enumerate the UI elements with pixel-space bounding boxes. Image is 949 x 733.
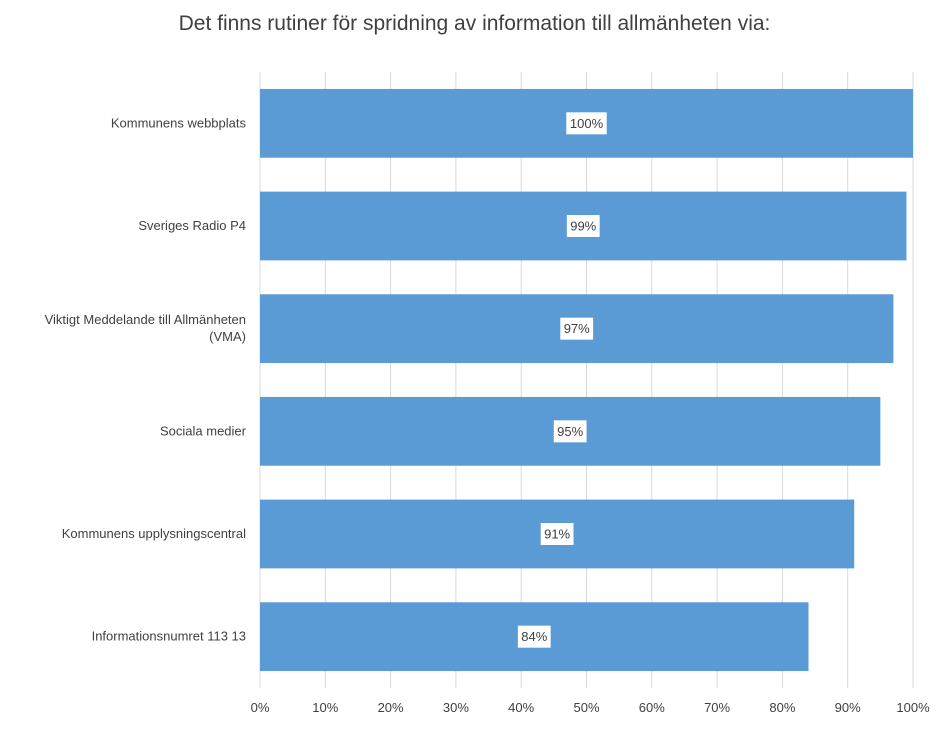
data-label-box — [560, 317, 594, 340]
category-label: Sveriges Radio P4 — [138, 218, 246, 233]
category-label: (VMA) — [209, 329, 246, 344]
x-tick-label: 40% — [508, 700, 534, 715]
data-label-box — [540, 523, 574, 545]
category-label: Sociala medier — [160, 423, 247, 438]
data-label: 99% — [570, 219, 596, 234]
x-tick-label: 20% — [378, 700, 404, 715]
category-label: Kommunens webbplats — [111, 115, 247, 130]
data-label-box — [566, 112, 607, 135]
x-tick-label: 70% — [704, 700, 730, 715]
x-tick-label: 60% — [639, 700, 665, 715]
category-label: Kommunens upplysningscentral — [62, 526, 246, 541]
x-tick-label: 90% — [835, 700, 861, 715]
data-label-box — [566, 215, 600, 237]
data-label: 91% — [544, 527, 570, 542]
data-label-box — [553, 420, 587, 443]
x-tick-label: 80% — [769, 700, 795, 715]
x-tick-label: 10% — [312, 700, 338, 715]
data-label: 100% — [570, 116, 604, 131]
chart-title: Det finns rutiner för spridning av infor… — [178, 12, 771, 35]
x-tick-label: 100% — [896, 700, 930, 715]
x-tick-label: 30% — [443, 700, 469, 715]
x-tick-label: 0% — [251, 700, 270, 715]
category-label: Viktigt Meddelande till Allmänheten — [45, 312, 246, 327]
data-label: 84% — [521, 629, 547, 644]
data-label-box — [517, 625, 551, 648]
category-label: Informationsnumret 113 13 — [92, 629, 246, 644]
data-label: 95% — [557, 424, 583, 439]
data-label: 97% — [564, 321, 590, 336]
x-tick-label: 50% — [573, 700, 599, 715]
